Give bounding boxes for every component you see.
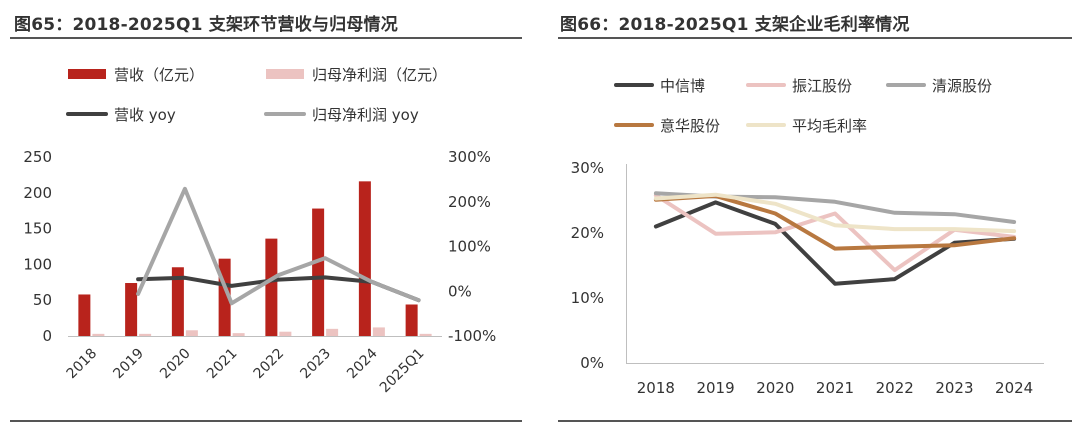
net-profit-yoy-line [136,186,421,306]
left-axis-tick-label: 100 [23,255,52,273]
y-axis-tick-label: 30% [571,159,604,177]
right-axis-tick-label: 300% [448,148,491,166]
x-axis-tick-label: 2018 [64,346,101,383]
x-axis-tick-label: 2019 [110,346,147,383]
title-rule [558,37,1072,39]
x-axis-tick-label: 2020 [756,379,794,397]
left-axis-tick-label: 0 [42,327,52,345]
x-axis-tick-label: 2025Q1 [377,346,428,397]
x-axis-tick-label: 2019 [696,379,734,397]
legend-label: 清源股份 [932,77,992,95]
net-profit-bar [419,333,432,336]
net-profit-bar [232,333,245,336]
legend-label: 振江股份 [792,77,852,95]
bottom-rule [558,420,1072,422]
legend-swatch [266,69,304,79]
figure-title: 图66：2018-2025Q1 支架企业毛利率情况 [560,15,910,35]
x-axis-tick-label: 2024 [995,379,1033,397]
revenue-profit-figure: 图65：2018-2025Q1 支架环节营收与归母情况 营收（亿元） 归母净利润（… [0,0,530,430]
x-axis-tick-label: 2022 [876,379,914,397]
legend-label: 营收 yoy [114,106,176,124]
revenue-bar [312,208,325,336]
revenue-bar [125,283,138,336]
left-axis-tick-label: 200 [23,184,52,202]
y-axis-tick-label: 20% [571,224,604,242]
gross-margin-figure: 图66：2018-2025Q1 支架企业毛利率情况 中信博 振江股份 清源股份意华股… [548,0,1080,430]
left-axis-tick-label: 150 [23,220,52,238]
zhongxinbo-line [653,200,1017,286]
bottom-rule [10,420,522,422]
revenue-bar [358,181,371,336]
legend-label: 营收（亿元） [114,66,204,84]
right-axis-tick-label: 0% [448,282,472,300]
revenue-bar [405,304,418,336]
net-profit-bar [185,330,198,336]
legend-label: 意华股份 [660,117,720,135]
left-axis-tick-label: 50 [33,291,52,309]
title-rule [10,37,522,39]
right-axis-tick-label: 100% [448,238,491,256]
x-axis-tick-label: 2018 [637,379,675,397]
legend-label: 中信博 [660,77,705,95]
revenue-profit-chart: 营收（亿元） 归母净利润（亿元） 营收 yoy 归母净利润 yoy 0 50 100 150 2… [23,66,496,397]
figure-title: 图65：2018-2025Q1 支架环节营收与归母情况 [14,15,398,35]
right-axis-tick-label: -100% [448,327,496,345]
revenue-bar [78,294,91,336]
right-axis-tick-label: 200% [448,193,491,211]
average-margin-line [653,192,1017,234]
revenue-bar [265,238,278,336]
y-axis-tick-label: 0% [580,354,604,372]
legend-label: 归母净利润（亿元） [312,66,447,84]
x-axis-tick-label: 2021 [204,346,241,383]
x-axis-tick-label: 2021 [816,379,854,397]
legend-label: 平均毛利率 [792,117,867,135]
net-profit-bar [139,333,152,336]
x-axis-tick-label: 2024 [344,345,381,382]
net-profit-bar [326,328,339,336]
net-profit-bar [92,333,105,336]
x-axis-tick-label: 2022 [251,346,288,383]
net-profit-bar [279,331,292,336]
y-axis-tick-label: 10% [571,289,604,307]
revenue-bar [171,267,184,336]
x-axis-tick-label: 2023 [297,346,334,383]
x-axis-tick-label: 2020 [157,346,194,383]
legend-label: 归母净利润 yoy [312,106,419,124]
legend-swatch [68,69,106,79]
x-axis-tick-label: 2023 [935,379,973,397]
left-axis-tick-label: 250 [23,148,52,166]
net-profit-bar [372,327,385,336]
